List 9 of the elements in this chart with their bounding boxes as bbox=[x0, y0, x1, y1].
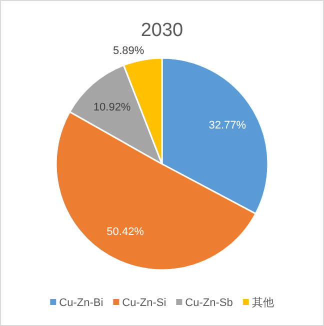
data-label: 10.92% bbox=[93, 101, 131, 114]
legend-label: Cu-Zn-Sb bbox=[185, 297, 233, 309]
legend-label: 其他 bbox=[252, 296, 274, 309]
legend-label: Cu-Zn-Si bbox=[122, 297, 166, 309]
data-label: 50.42% bbox=[106, 226, 144, 238]
chart-title: 2030 bbox=[140, 20, 184, 41]
legend-label: Cu-Zn-Bi bbox=[59, 297, 104, 309]
data-label: 32.77% bbox=[208, 120, 246, 132]
data-label: 5.89% bbox=[113, 45, 144, 58]
